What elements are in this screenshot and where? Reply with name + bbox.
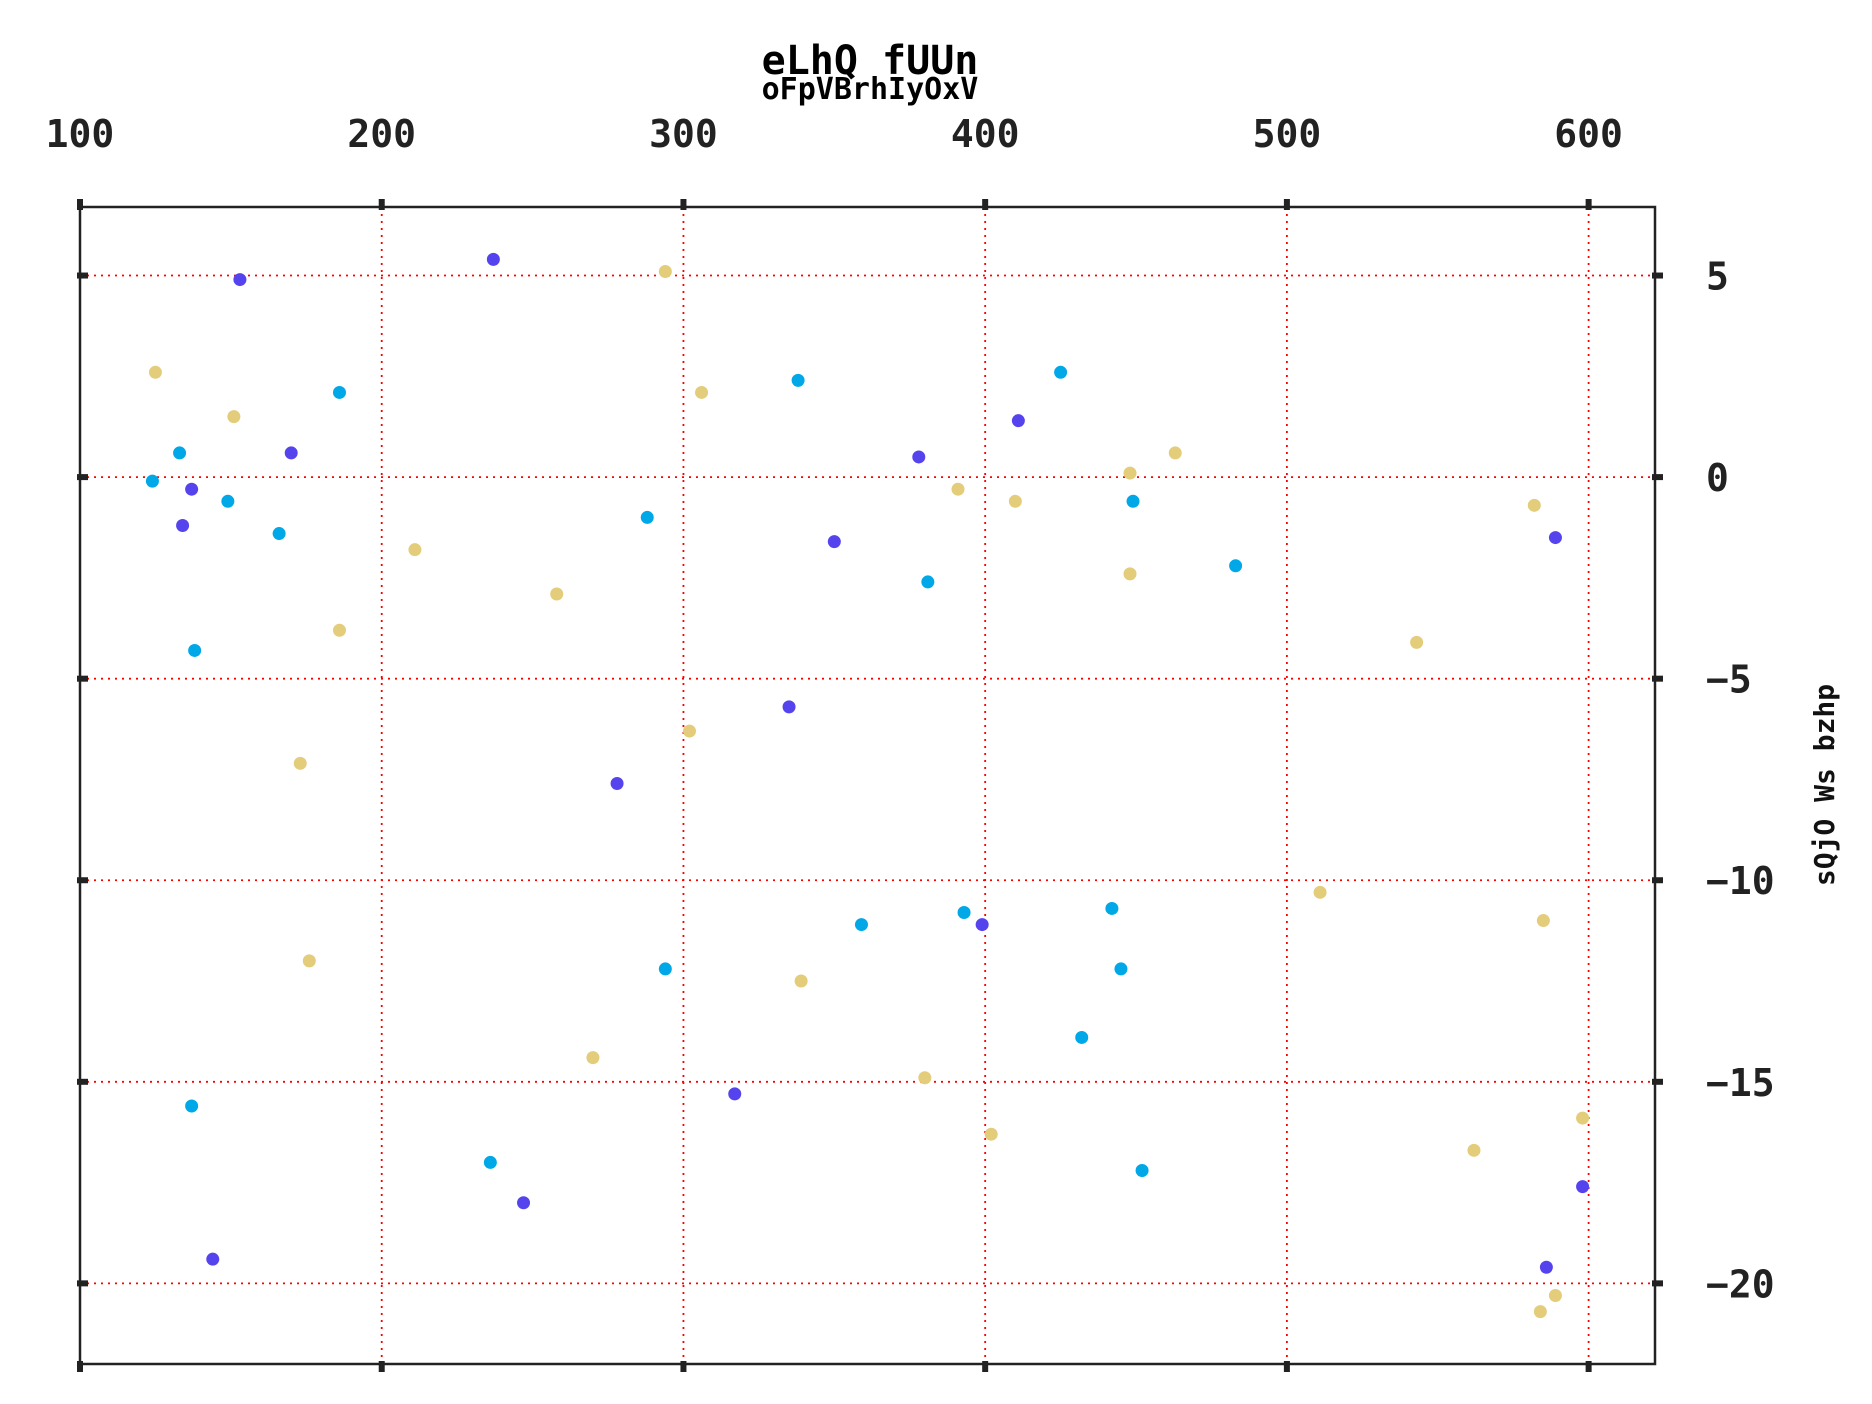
data-point-series-2	[1229, 559, 1243, 573]
y-axis-label: sQjO Ws bzhp	[1808, 684, 1841, 886]
data-point-series-3	[148, 365, 162, 379]
data-point-series-3	[1410, 635, 1424, 649]
data-point-series-2	[332, 385, 346, 399]
data-point-series-2	[957, 905, 971, 919]
data-point-series-1	[1539, 1260, 1553, 1274]
data-point-series-3	[951, 482, 965, 496]
data-point-series-2	[483, 1155, 497, 1169]
data-point-series-3	[1533, 1305, 1547, 1319]
data-point-series-2	[1135, 1163, 1149, 1177]
x-tick-label: 600	[1554, 112, 1623, 156]
data-point-series-1	[782, 700, 796, 714]
data-point-series-3	[658, 265, 672, 279]
data-point-series-1	[233, 273, 247, 287]
x-tick-label: 300	[649, 112, 718, 156]
data-point-series-2	[854, 918, 868, 932]
data-point-series-3	[1467, 1143, 1481, 1157]
data-point-series-3	[1313, 885, 1327, 899]
data-point-series-3	[1548, 1288, 1562, 1302]
data-point-series-3	[332, 623, 346, 637]
chart-title: eLhQ fUUn	[762, 38, 979, 84]
x-tick-label: 200	[347, 112, 416, 156]
data-point-series-3	[794, 974, 808, 988]
x-axis-ticks: 100 200 300 400 500 600	[46, 112, 1623, 1372]
x-tick-label: 100	[46, 112, 115, 156]
data-point-series-1	[610, 776, 624, 790]
data-point-series-2	[921, 575, 935, 589]
y-tick-label: 0	[1706, 456, 1729, 500]
data-point-series-1	[185, 482, 199, 496]
plot-frame	[78, 205, 1657, 1366]
y-axis-ticks: 5 0 −5 −10 −15 −20	[77, 255, 1775, 1306]
grid-lines	[79, 207, 1655, 1364]
data-point-series-3	[1123, 466, 1137, 480]
data-point-series-1	[486, 252, 500, 266]
data-point-series-3	[302, 954, 316, 968]
data-point-series-3	[1168, 446, 1182, 460]
data-point-series-3	[1576, 1111, 1590, 1125]
data-point-series-1	[517, 1196, 531, 1210]
data-point-series-2	[272, 527, 286, 541]
data-point-series-1	[284, 446, 298, 460]
data-point-series-2	[1054, 365, 1068, 379]
data-point-series-2	[640, 510, 654, 524]
data-point-series-3	[984, 1127, 998, 1141]
data-point-series-2	[658, 962, 672, 976]
x-tick-label: 500	[1253, 112, 1322, 156]
data-point-series-1	[1011, 414, 1025, 428]
data-point-series-3	[408, 543, 422, 557]
data-point-series-3	[695, 385, 709, 399]
data-point-series-2	[1126, 494, 1140, 508]
data-point-series-3	[293, 756, 307, 770]
data-point-series-1	[206, 1252, 220, 1266]
data-point-series-2	[1114, 962, 1128, 976]
data-point-series-2	[173, 446, 187, 460]
data-point-series-2	[1105, 901, 1119, 915]
data-point-series-1	[1548, 531, 1562, 545]
data-point-series-1	[912, 450, 926, 464]
data-point-series-3	[550, 587, 564, 601]
data-point-series-3	[1527, 498, 1541, 512]
y-tick-label: −5	[1706, 658, 1752, 702]
data-point-series-2	[188, 643, 202, 657]
data-point-series-3	[1123, 567, 1137, 581]
data-point-series-3	[586, 1051, 600, 1065]
data-point-series-3	[227, 410, 241, 424]
y-tick-label: 5	[1706, 255, 1729, 299]
data-point-series-2	[221, 494, 235, 508]
y-tick-label: −15	[1706, 1061, 1775, 1105]
data-point-series-3	[1536, 914, 1550, 928]
data-points	[145, 252, 1590, 1319]
data-point-series-1	[975, 918, 989, 932]
data-point-series-1	[728, 1087, 742, 1101]
data-point-series-1	[1576, 1180, 1590, 1194]
data-point-series-1	[176, 518, 190, 532]
y-tick-label: −10	[1706, 859, 1775, 903]
y-tick-label: −20	[1706, 1262, 1775, 1306]
data-point-series-2	[145, 474, 159, 488]
data-point-series-3	[682, 724, 696, 738]
data-point-series-2	[185, 1099, 199, 1113]
data-point-series-3	[918, 1071, 932, 1085]
x-tick-label: 400	[951, 112, 1020, 156]
chart-subtitle: oFpVBrhIyOxV	[762, 72, 979, 107]
data-point-series-1	[827, 535, 841, 549]
data-point-series-3	[1008, 494, 1022, 508]
data-point-series-2	[1075, 1030, 1089, 1044]
data-point-series-2	[791, 373, 805, 387]
